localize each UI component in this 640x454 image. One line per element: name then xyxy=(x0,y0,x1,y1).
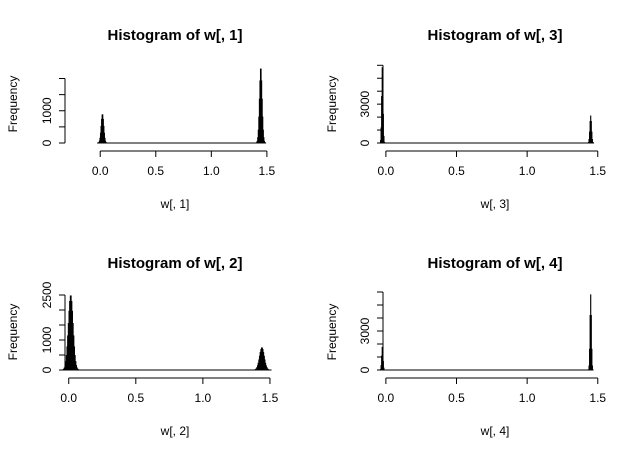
x-tick-label: 0.0 xyxy=(378,164,395,178)
panel-title: Histogram of w[, 1] xyxy=(107,27,242,44)
histogram-bar xyxy=(383,367,385,371)
axes-group: 0.0 0.5 1.0 1.5 0 1000 2500 xyxy=(40,281,279,405)
x-tick-label: 1.5 xyxy=(589,391,606,405)
bars-group xyxy=(97,68,267,144)
x-axis-label: w[, 1] xyxy=(160,197,190,211)
histogram-bar xyxy=(592,141,594,144)
y-axis-label: Frequency xyxy=(325,76,339,133)
x-tick-label: 1.5 xyxy=(262,391,279,405)
bars-group xyxy=(379,294,594,371)
x-tick-label: 1.0 xyxy=(203,164,220,178)
x-axis-label: w[, 3] xyxy=(480,197,510,211)
x-axis-label: w[, 4] xyxy=(480,424,510,438)
histogram-bar xyxy=(591,131,593,144)
x-tick-label: 0.5 xyxy=(448,391,465,405)
x-tick-label: 1.5 xyxy=(589,164,606,178)
y-tick-label: 0 xyxy=(40,139,54,146)
y-tick-label: 3000 xyxy=(358,90,372,117)
y-tick-label: 3000 xyxy=(358,317,372,344)
x-tick-label: 0.0 xyxy=(92,164,109,178)
panel-w3: Histogram of w[, 3] w[, 3] Frequency 0.0… xyxy=(325,27,606,211)
axes-group: 0.0 0.5 1.0 1.5 0 3000 xyxy=(358,64,606,178)
panel-w1: Histogram of w[, 1] w[, 1] Frequency 0.0… xyxy=(6,27,276,211)
histogram-bar xyxy=(104,140,107,144)
y-tick-label: 2500 xyxy=(40,281,54,308)
panel-w2: Histogram of w[, 2] w[, 2] Frequency 0.0… xyxy=(6,255,279,438)
panel-title: Histogram of w[, 3] xyxy=(427,27,562,44)
y-tick-label: 1000 xyxy=(40,97,54,124)
x-axis-label: w[, 2] xyxy=(160,424,190,438)
x-tick-label: 0.0 xyxy=(60,391,77,405)
y-tick-label: 0 xyxy=(40,366,54,373)
histogram-bar xyxy=(591,365,593,371)
y-tick-label: 0 xyxy=(358,366,372,373)
x-tick-label: 0.5 xyxy=(448,164,465,178)
x-tick-label: 0.5 xyxy=(127,391,144,405)
histogram-bar xyxy=(591,348,593,371)
axes-group: 0.0 0.5 1.0 1.5 0 3000 xyxy=(358,291,606,405)
x-tick-label: 0.0 xyxy=(378,391,395,405)
histogram-bar xyxy=(262,129,264,144)
x-tick-label: 1.0 xyxy=(519,164,536,178)
axes-group: 0.0 0.5 1.0 1.5 0 1000 xyxy=(40,78,276,178)
histogram-bar xyxy=(383,135,385,144)
panel-title: Histogram of w[, 4] xyxy=(427,255,562,272)
panel-w4: Histogram of w[, 4] w[, 4] Frequency 0.0… xyxy=(325,255,606,438)
panel-title: Histogram of w[, 2] xyxy=(107,255,242,272)
histogram-bar xyxy=(104,137,106,144)
bars-group xyxy=(379,67,595,144)
x-tick-label: 1.5 xyxy=(259,164,276,178)
y-axis-label: Frequency xyxy=(6,304,20,361)
y-tick-label: 0 xyxy=(358,139,372,146)
histogram-bar xyxy=(263,140,265,144)
histogram-bar xyxy=(263,137,265,144)
y-axis-label: Frequency xyxy=(6,76,20,133)
histogram-bar xyxy=(264,142,266,144)
histogram-bar xyxy=(591,139,593,144)
y-axis-label: Frequency xyxy=(325,304,339,361)
y-tick-label: 1000 xyxy=(40,326,54,353)
histogram-bar xyxy=(590,314,592,371)
histogram-bar xyxy=(383,141,386,144)
histogram-bar xyxy=(105,142,107,144)
bars-group xyxy=(61,295,272,371)
x-tick-label: 0.5 xyxy=(147,164,164,178)
x-tick-label: 1.0 xyxy=(519,391,536,405)
x-tick-label: 1.0 xyxy=(195,391,212,405)
